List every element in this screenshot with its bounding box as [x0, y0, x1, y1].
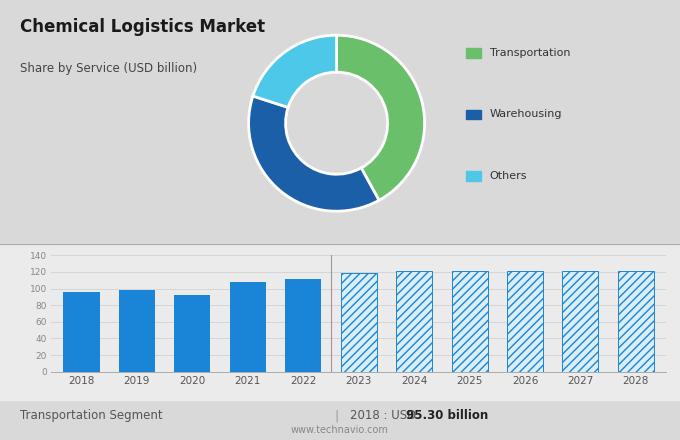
Bar [174, 295, 210, 372]
Wedge shape [337, 35, 424, 200]
Text: 95.30 billion: 95.30 billion [406, 409, 488, 422]
Text: 2018 : USD: 2018 : USD [350, 409, 420, 422]
Text: Transportation Segment: Transportation Segment [20, 409, 163, 422]
Text: Share by Service (USD billion): Share by Service (USD billion) [20, 62, 197, 75]
Bar [341, 273, 377, 372]
Bar [562, 271, 598, 372]
Bar [452, 271, 488, 372]
Bar [396, 271, 432, 372]
Text: |: | [335, 409, 339, 422]
Text: Chemical Logistics Market: Chemical Logistics Market [20, 18, 265, 36]
Bar [119, 290, 155, 372]
Wedge shape [249, 96, 379, 211]
Bar [285, 279, 321, 372]
Text: www.technavio.com: www.technavio.com [291, 425, 389, 435]
Bar [63, 293, 99, 372]
Text: Warehousing: Warehousing [490, 110, 562, 119]
Wedge shape [253, 35, 337, 107]
Bar [618, 271, 654, 372]
Bar [230, 282, 266, 372]
Bar [507, 271, 543, 372]
Text: Transportation: Transportation [490, 48, 570, 58]
Text: Others: Others [490, 171, 527, 181]
